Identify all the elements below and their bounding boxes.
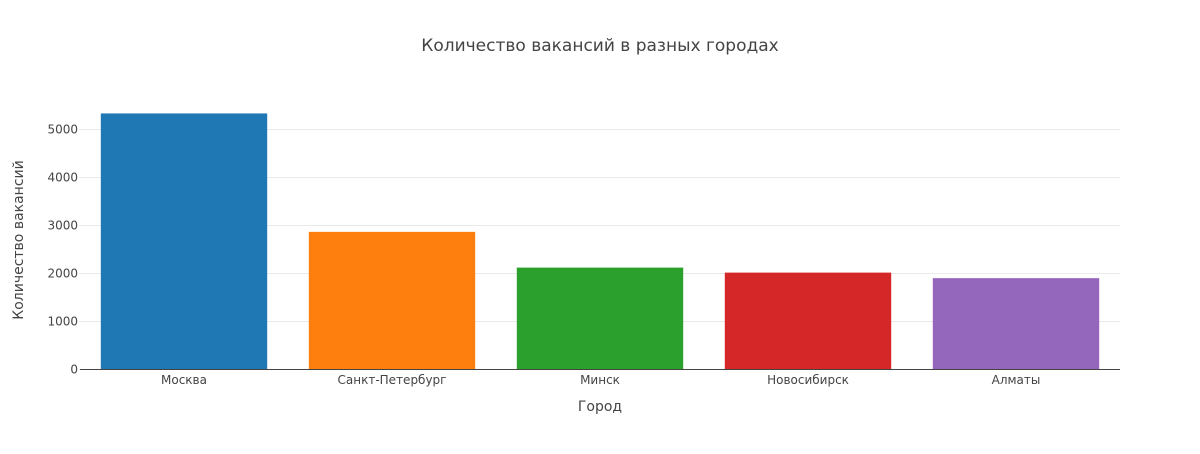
x-tick-label: Москва <box>161 373 207 387</box>
bars <box>100 113 1100 369</box>
x-tick-label: Алматы <box>992 373 1041 387</box>
bar-4[interactable] <box>932 278 1100 369</box>
x-tick-label: Санкт-Петербург <box>338 373 447 387</box>
y-tick-label: 5000 <box>47 123 78 137</box>
x-tick-label: Минск <box>580 373 620 387</box>
y-axis-title: Количество вакансий <box>11 160 27 319</box>
x-axis-title: Город <box>578 399 622 415</box>
y-tick-label: 1000 <box>47 315 78 329</box>
x-tick-label: Новосибирск <box>767 373 849 387</box>
y-tick-label: 4000 <box>47 171 78 185</box>
y-tick-label: 2000 <box>47 267 78 281</box>
x-axis-ticks: Москва Санкт-Петербург Минск Новосибирск Алм… <box>161 373 1040 387</box>
bar-2[interactable] <box>516 267 684 369</box>
y-tick-label: 0 <box>70 363 78 377</box>
y-tick-label: 3000 <box>47 219 78 233</box>
bar-3[interactable] <box>724 272 892 369</box>
chart-title: Количество вакансий в разных городах <box>421 36 778 56</box>
bar-0[interactable] <box>100 113 268 369</box>
bar-1[interactable] <box>308 231 476 369</box>
y-axis-ticks: 0 1000 2000 3000 4000 5000 <box>47 123 78 377</box>
